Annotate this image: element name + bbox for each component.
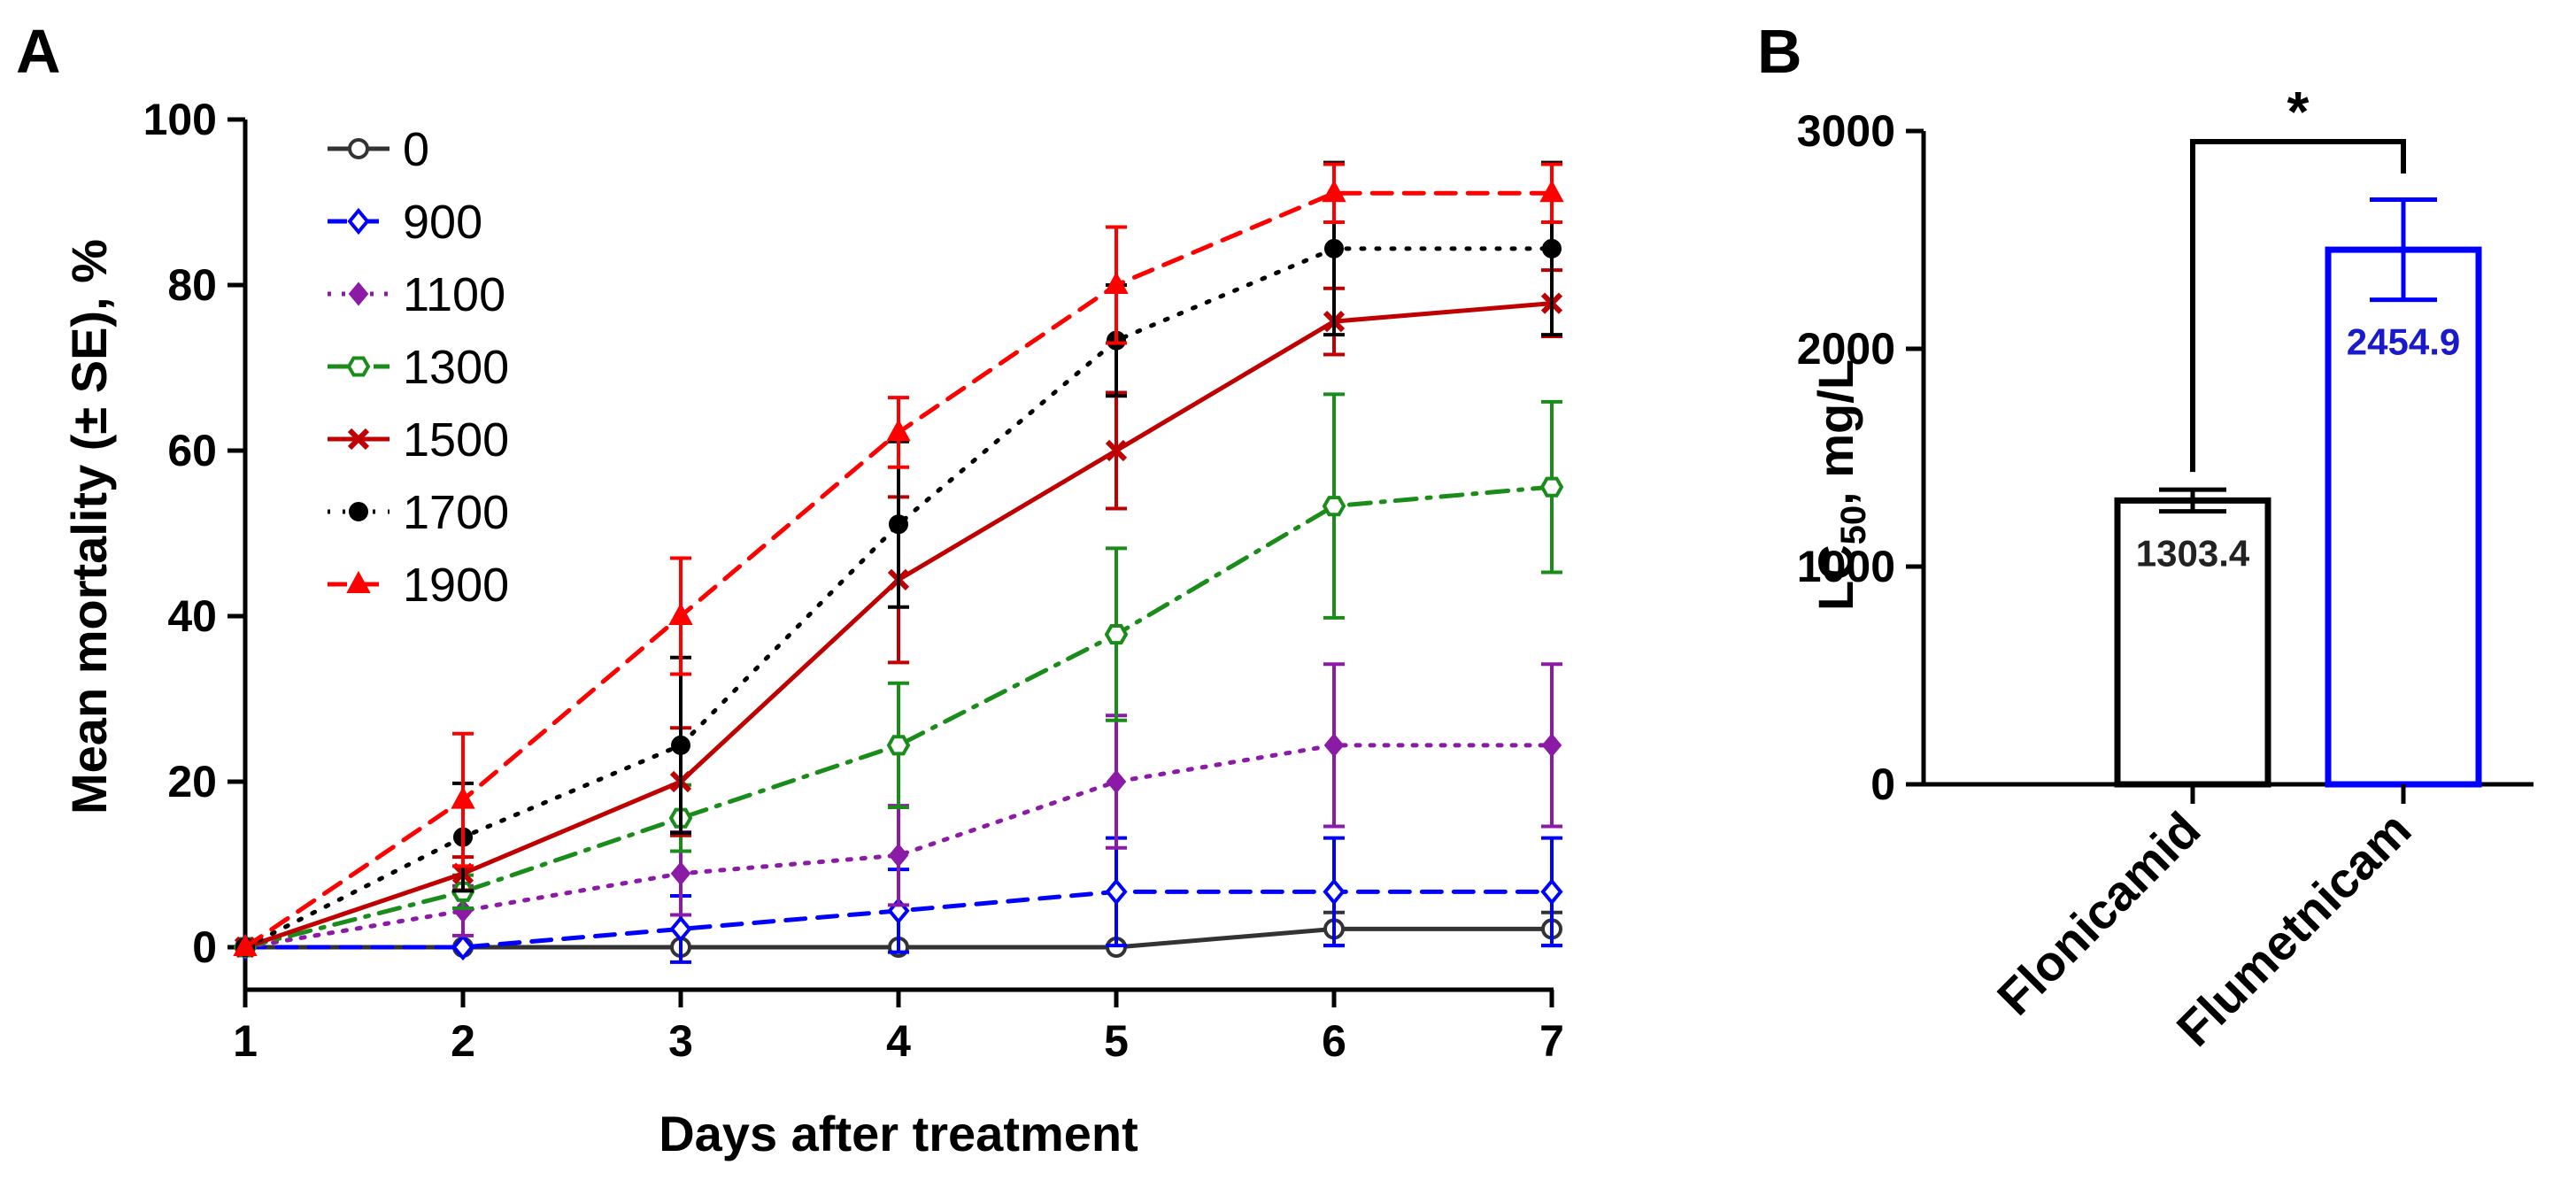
legend-marker xyxy=(348,138,369,159)
data-point xyxy=(1324,238,1344,258)
data-point xyxy=(1322,180,1346,203)
data-point xyxy=(1106,769,1127,794)
line-chart-legend: 0 900 1100 1300 1500 1700 1900 xyxy=(328,123,509,612)
data-point xyxy=(1539,180,1564,203)
x-tick-label: 1 xyxy=(233,1016,258,1066)
data-point xyxy=(1104,271,1129,294)
panel-b-letter: B xyxy=(1757,17,1802,86)
line-chart-x-ticks: 1 2 3 4 5 6 7 xyxy=(233,990,1564,1066)
x-tick-label: Flonicamid xyxy=(1986,801,2211,1026)
y-tick-label: 0 xyxy=(1870,760,1895,809)
x-tick-label: 6 xyxy=(1322,1016,1346,1066)
bar-chart-bars: 1303.4 2454.9 xyxy=(2114,197,2482,788)
data-point xyxy=(886,419,911,442)
data-point xyxy=(1539,476,1564,498)
data-point xyxy=(888,843,909,868)
legend-item-1700: 1700 xyxy=(328,486,509,539)
x-tick-label: 2 xyxy=(451,1016,475,1066)
lc50-bar-chart: 0 1000 2000 3000 1303.4 2454.9 FlonicamidFlu… xyxy=(1797,80,2534,1057)
legend-item-1500: 1500 xyxy=(328,413,509,467)
panel-a-letter: A xyxy=(16,17,61,86)
bar-chart-y-axis-title: LC50, mg/L xyxy=(1808,359,1873,611)
x-tick-label: 5 xyxy=(1104,1016,1129,1066)
x-tick-label: 4 xyxy=(886,1016,911,1066)
bar xyxy=(2325,246,2482,788)
data-point xyxy=(1105,878,1128,906)
legend-label: 1700 xyxy=(403,486,509,539)
legend-item-1100: 1100 xyxy=(328,268,505,321)
series-1900 xyxy=(233,162,1564,956)
y-tick-label: 80 xyxy=(167,260,217,310)
data-point xyxy=(1542,238,1562,258)
x-tick-label: 7 xyxy=(1539,1016,1564,1066)
y-tick-label: 0 xyxy=(192,922,217,972)
bar-chart-y-ticks: 0 1000 2000 3000 xyxy=(1797,106,1924,809)
y-tick-label: 60 xyxy=(167,426,217,475)
line-chart-y-ticks: 0 20 40 60 80 100 xyxy=(143,95,245,972)
bar-flumetnicam: 2454.9 xyxy=(2325,197,2482,788)
y-tick-label: 3000 xyxy=(1797,106,1895,156)
data-point xyxy=(1323,733,1345,758)
line-chart-y-axis-title: Mean mortality (± SE), % xyxy=(61,239,117,814)
legend-marker xyxy=(348,282,369,306)
legend-item-0: 0 xyxy=(328,123,429,176)
data-point xyxy=(671,735,690,755)
data-point xyxy=(670,861,691,886)
legend-item-1900: 1900 xyxy=(328,559,509,612)
bar-value-label: 1303.4 xyxy=(2136,533,2250,575)
y-tick-label: 1000 xyxy=(1797,542,1895,591)
significance-bracket: * xyxy=(2190,80,2406,473)
y-tick-label: 100 xyxy=(143,95,217,144)
legend-marker xyxy=(347,428,370,451)
y-tick-label: 2000 xyxy=(1797,324,1895,374)
data-point xyxy=(1541,733,1562,758)
legend-item-1300: 1300 xyxy=(328,341,509,394)
data-point xyxy=(1105,439,1128,462)
data-point xyxy=(1322,496,1346,517)
legend-item-900: 900 xyxy=(328,196,482,249)
bar-flonicamid: 1303.4 xyxy=(2114,487,2271,788)
y-tick-label: 20 xyxy=(167,757,217,806)
legend-label: 0 xyxy=(403,123,429,176)
data-point xyxy=(886,735,911,756)
line-chart-x-axis-title: Days after treatment xyxy=(659,1106,1138,1161)
data-point xyxy=(1104,624,1129,645)
significance-star: * xyxy=(2287,80,2310,143)
legend-label: 1100 xyxy=(403,268,505,321)
legend-label: 1900 xyxy=(403,559,509,612)
legend-marker xyxy=(346,570,371,593)
y-tick-label: 40 xyxy=(167,591,217,641)
bar-value-label: 2454.9 xyxy=(2347,321,2460,363)
legend-marker xyxy=(349,502,368,521)
line-chart-series xyxy=(233,160,1564,964)
mortality-line-chart: 0 20 40 60 80 100 1 2 3 4 5 6 7 0 900 1100 1300 1500 170… xyxy=(61,95,1564,1161)
data-point xyxy=(233,933,258,956)
data-point xyxy=(451,786,475,809)
legend-marker xyxy=(346,356,371,377)
x-tick-label: 3 xyxy=(668,1016,693,1066)
series-1100 xyxy=(235,662,1562,960)
data-point xyxy=(1540,878,1563,906)
data-point xyxy=(1323,878,1346,906)
legend-marker xyxy=(347,207,370,235)
data-point xyxy=(669,915,692,943)
bar xyxy=(2114,497,2271,788)
bracket-line xyxy=(2190,139,2406,473)
legend-label: 900 xyxy=(403,196,482,249)
legend-label: 1500 xyxy=(403,413,509,467)
data-point xyxy=(668,602,693,625)
data-point xyxy=(451,933,474,961)
data-point xyxy=(889,514,908,535)
legend-label: 1300 xyxy=(403,341,509,394)
